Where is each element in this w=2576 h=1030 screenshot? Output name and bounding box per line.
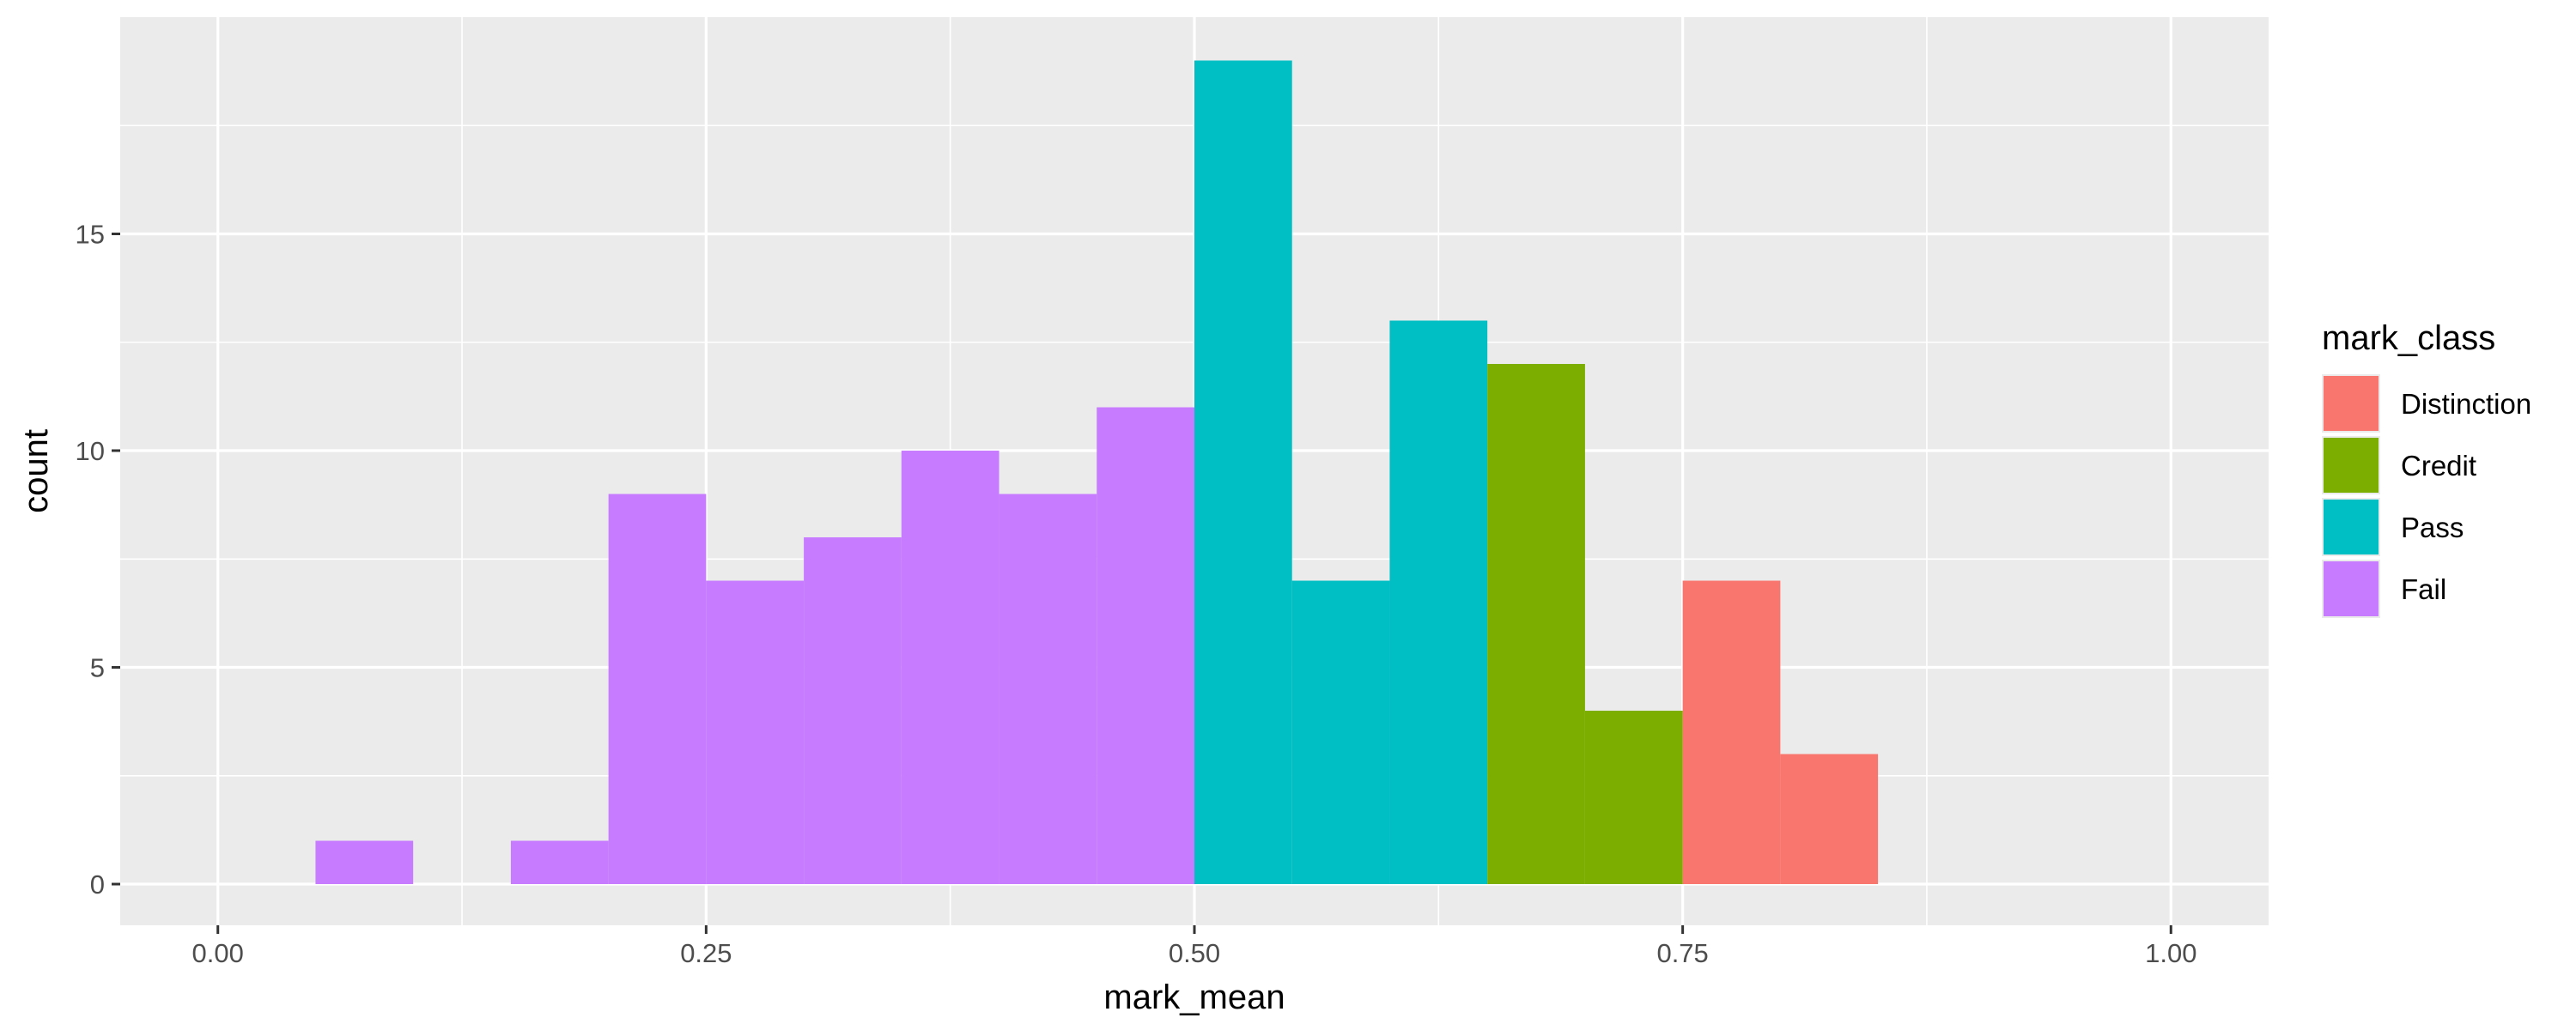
- legend-key-credit: [2324, 438, 2379, 493]
- histogram-bar-fail: [804, 537, 902, 885]
- legend-label-fail: Fail: [2401, 573, 2446, 605]
- x-tick-label: 0.00: [192, 938, 244, 968]
- x-tick-label: 1.00: [2145, 938, 2196, 968]
- x-axis: 0.00 0.25 0.50 0.75 1.00: [192, 925, 2196, 968]
- x-tick-label: 0.50: [1169, 938, 1220, 968]
- legend-label-pass: Pass: [2401, 512, 2464, 543]
- legend-title: mark_class: [2322, 319, 2495, 357]
- legend-label-credit: Credit: [2401, 450, 2476, 482]
- x-tick-label: 0.25: [680, 938, 732, 968]
- histogram-bar-fail: [1097, 407, 1194, 885]
- y-tick-label: 0: [90, 869, 105, 900]
- histogram-bar-pass: [1389, 320, 1488, 885]
- y-tick-label: 10: [76, 436, 105, 466]
- histogram-bar-pass: [1194, 60, 1292, 885]
- x-tick-label: 0.75: [1656, 938, 1708, 968]
- histogram-bar-distinction: [1682, 580, 1781, 885]
- histogram-bar-fail: [999, 494, 1097, 885]
- histogram-bars: [315, 60, 1879, 885]
- y-axis: 0 5 10 15: [76, 220, 120, 900]
- histogram-bar-fail: [608, 494, 707, 885]
- histogram-bar-fail: [315, 840, 414, 885]
- histogram-bar-distinction: [1780, 754, 1879, 885]
- legend-key-pass: [2324, 500, 2379, 554]
- legend-label-distinction: Distinction: [2401, 388, 2531, 420]
- legend-key-distinction: [2324, 376, 2379, 431]
- legend-key-fail: [2324, 561, 2379, 616]
- histogram-bar-fail: [901, 451, 999, 885]
- histogram-bar-credit: [1584, 711, 1683, 885]
- x-axis-title: mark_mean: [1103, 978, 1285, 1016]
- histogram-bar-credit: [1487, 364, 1585, 885]
- histogram-bar-fail: [510, 840, 609, 885]
- legend: mark_class Distinction Credit Pass Fail: [2322, 319, 2531, 618]
- y-tick-label: 15: [76, 220, 105, 250]
- y-axis-title: count: [17, 429, 55, 513]
- histogram-bar-pass: [1291, 580, 1390, 885]
- y-tick-label: 5: [90, 653, 105, 683]
- histogram-bar-fail: [706, 580, 805, 885]
